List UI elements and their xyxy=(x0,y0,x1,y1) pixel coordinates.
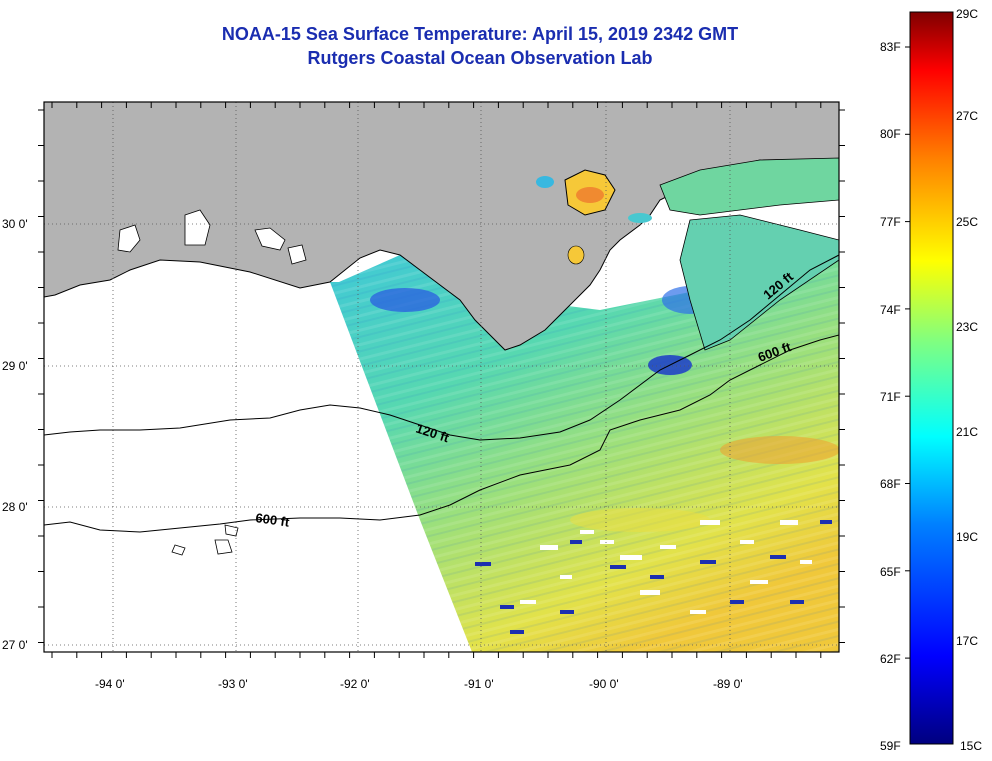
map-frame xyxy=(43,101,840,653)
coastal-bay xyxy=(254,227,286,251)
lat-label: 29 0' xyxy=(2,359,28,373)
lake-maurepas xyxy=(536,176,554,188)
colorbar-f-label: 68F xyxy=(880,477,901,491)
lon-label: -92 0' xyxy=(340,677,370,691)
lon-label: -94 0' xyxy=(95,677,125,691)
colorbar-f-label: 77F xyxy=(880,215,901,229)
cold-specks xyxy=(475,520,832,634)
lake-borgne xyxy=(628,213,652,223)
lake-pontchartrain-core xyxy=(576,187,604,203)
map-subtitle: Rutgers Coastal Ocean Observation Lab xyxy=(307,48,653,68)
cold-patch xyxy=(370,288,440,312)
contour-label: 600 ft xyxy=(255,510,291,530)
lat-label: 27 0' xyxy=(2,638,28,652)
colorbar-ticks xyxy=(905,46,910,659)
isobath-600ft xyxy=(44,334,839,533)
colorbar-f-label: 83F xyxy=(880,40,901,54)
colorbar xyxy=(909,11,954,745)
map-plot-area xyxy=(44,102,839,652)
colorbar-f-label: 65F xyxy=(880,565,901,579)
graticule xyxy=(44,102,839,652)
tick-marks xyxy=(38,102,845,658)
warm-patch xyxy=(570,508,710,532)
colorbar-c-label: 25C xyxy=(956,215,978,229)
colorbar-c-label: 19C xyxy=(956,530,978,544)
colorbar-f-label: 74F xyxy=(880,303,901,317)
lon-label: -91 0' xyxy=(464,677,494,691)
colorbar-f-label: 71F xyxy=(880,390,901,404)
colorbar-c-label: 29C xyxy=(956,7,978,21)
colorbar-f-label: 59F xyxy=(880,739,901,753)
lon-label: -90 0' xyxy=(589,677,619,691)
colorbar-c-label: 17C xyxy=(956,634,978,648)
lat-label: 28 0' xyxy=(2,500,28,514)
isobath-120ft xyxy=(44,254,839,441)
map-title: NOAA-15 Sea Surface Temperature: April 1… xyxy=(221,24,739,44)
colorbar-c-label: 27C xyxy=(956,109,978,123)
lon-label: -93 0' xyxy=(218,677,248,691)
coastal-bay xyxy=(117,224,141,253)
colorbar-f-label: 80F xyxy=(880,127,901,141)
warm-patch xyxy=(720,436,839,464)
breton-sound xyxy=(679,214,839,351)
isobath-600ft-spots xyxy=(171,524,239,556)
coastal-bay xyxy=(184,209,211,246)
lat-label: 30 0' xyxy=(2,217,28,231)
sst-swath-stripes xyxy=(330,250,839,652)
colorbar-c-label: 15C xyxy=(960,739,982,753)
colorbar-c-label: 21C xyxy=(956,425,978,439)
cloud-specks xyxy=(520,520,812,614)
coastal-bay xyxy=(287,244,307,265)
inland-lake xyxy=(567,245,585,265)
colorbar-f-label: 62F xyxy=(880,652,901,666)
mississippi-sound xyxy=(659,157,839,216)
lon-label: -89 0' xyxy=(713,677,743,691)
colorbar-c-label: 23C xyxy=(956,320,978,334)
